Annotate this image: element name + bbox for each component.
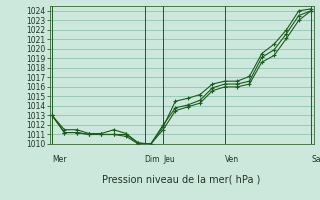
Text: Ven: Ven: [225, 155, 239, 164]
Text: Pression niveau de la mer( hPa ): Pression niveau de la mer( hPa ): [102, 174, 261, 184]
Text: Mer: Mer: [52, 155, 67, 164]
Text: Jeu: Jeu: [163, 155, 175, 164]
Text: Dim: Dim: [145, 155, 160, 164]
Text: Sam: Sam: [311, 155, 320, 164]
